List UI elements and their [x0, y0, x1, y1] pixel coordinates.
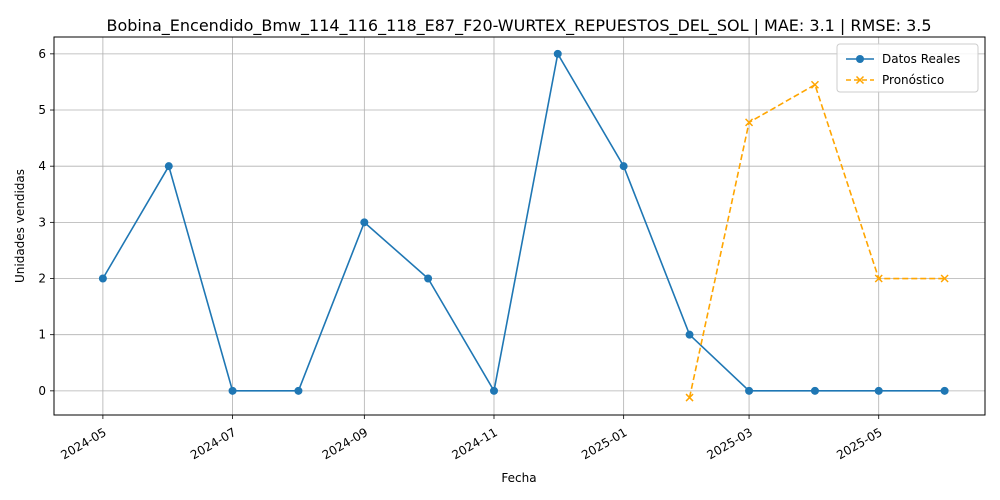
- data-point-datos-reales: [745, 386, 754, 395]
- data-point-datos-reales: [553, 49, 562, 58]
- data-point-datos-reales: [685, 330, 694, 339]
- series-layer: [98, 49, 949, 402]
- data-point-pronostico: [685, 393, 694, 402]
- x-tick-label: 2024-07: [188, 425, 238, 462]
- series-line-pronostico: [688, 83, 945, 398]
- legend-marker-pronostico: [855, 75, 865, 85]
- y-tick-label: 1: [38, 328, 46, 342]
- y-tick-label: 0: [38, 384, 46, 398]
- chart-title: Bobina_Encendido_Bmw_114_116_118_E87_F20…: [106, 16, 931, 36]
- x-tick-label: 2024-05: [58, 425, 108, 462]
- plot-frame: [53, 36, 986, 416]
- x-axis-label: Fecha: [501, 471, 536, 485]
- data-point-datos-reales: [98, 274, 107, 283]
- x-tick-label: 2024-11: [449, 425, 499, 462]
- data-point-datos-reales: [294, 386, 303, 395]
- data-point-datos-reales: [360, 218, 369, 227]
- grid: [54, 37, 985, 415]
- legend-marker-datos-reales: [856, 55, 864, 63]
- data-point-datos-reales: [874, 386, 883, 395]
- data-point-pronostico: [940, 274, 949, 283]
- legend-label-datos-reales: Datos Reales: [882, 52, 960, 66]
- data-point-datos-reales: [228, 386, 237, 395]
- data-point-datos-reales: [424, 274, 433, 283]
- data-point-pronostico: [874, 274, 883, 283]
- data-point-pronostico: [745, 118, 754, 127]
- data-point-pronostico: [810, 80, 819, 89]
- data-point-datos-reales: [810, 386, 819, 395]
- axis-ticks: 2024-05 2024-07 2024-09 2024-11 2025-01 2025-…: [38, 47, 884, 462]
- series-line-datos-reales: [102, 51, 945, 394]
- data-point-datos-reales: [619, 162, 628, 171]
- legend: Datos Reales Pronóstico: [836, 43, 979, 93]
- y-tick-label: 4: [38, 159, 46, 173]
- y-tick-label: 3: [38, 215, 46, 229]
- y-tick-label: 6: [38, 47, 46, 61]
- legend-label-pronostico: Pronóstico: [882, 73, 944, 87]
- data-point-datos-reales: [164, 162, 173, 171]
- y-tick-label: 2: [38, 272, 46, 286]
- x-tick-label: 2025-05: [834, 425, 884, 462]
- y-axis-label: Unidades vendidas: [13, 169, 27, 283]
- data-point-datos-reales: [940, 386, 949, 395]
- y-tick-label: 5: [38, 103, 46, 117]
- x-tick-label: 2024-09: [320, 425, 370, 462]
- x-tick-label: 2025-01: [579, 425, 629, 462]
- x-tick-label: 2025-03: [705, 425, 755, 462]
- data-point-datos-reales: [489, 386, 498, 395]
